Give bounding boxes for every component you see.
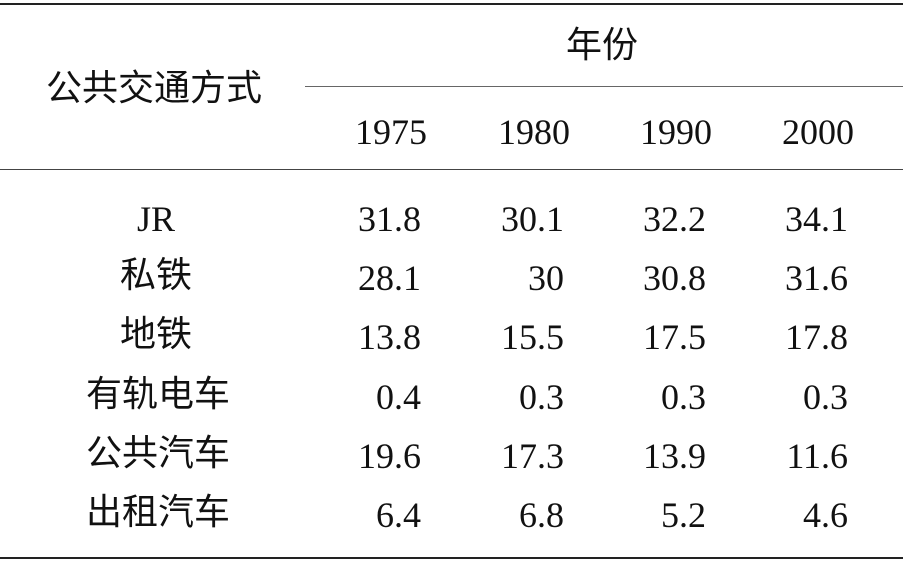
table-cell: 13.9	[643, 436, 706, 476]
table-cell: 13.8	[358, 317, 421, 357]
table-cell: 17.3	[501, 436, 564, 476]
table-cell: 6.8	[519, 495, 564, 535]
header-sub-rule	[305, 86, 903, 87]
table-cell: 31.6	[785, 258, 848, 298]
table-cell: 31.8	[358, 199, 421, 239]
row-label: JR	[136, 199, 176, 239]
table-cell: 0.3	[519, 377, 564, 417]
year-header: 1975	[355, 112, 427, 152]
row-label: 公共汽车	[86, 433, 231, 474]
table-cell: 0.3	[803, 377, 848, 417]
table-cell: 0.3	[661, 377, 706, 417]
table-cell: 32.2	[643, 199, 706, 239]
table-cell: 17.5	[643, 317, 706, 357]
top-rule	[0, 3, 903, 5]
table-cell: 11.6	[786, 436, 848, 476]
year-header: 2000	[782, 112, 854, 152]
table-cell: 17.8	[785, 317, 848, 357]
table-cell: 30.8	[643, 258, 706, 298]
table-cell: 30.1	[501, 199, 564, 239]
header-rule	[0, 169, 903, 170]
row-label: 地铁	[119, 314, 192, 355]
table-cell: 5.2	[661, 495, 706, 535]
row-label: 出租汽车	[86, 492, 231, 533]
row-header: 公共交通方式	[46, 68, 263, 109]
table-cell: 34.1	[785, 199, 848, 239]
bottom-rule	[0, 557, 903, 559]
row-label: 有轨电车	[86, 374, 231, 415]
table-cell: 28.1	[358, 258, 421, 298]
group-header: 年份	[566, 25, 639, 66]
year-header: 1980	[498, 112, 570, 152]
table-cell: 6.4	[376, 495, 421, 535]
table-cell: 15.5	[501, 317, 564, 357]
row-label: 私铁	[119, 255, 192, 296]
table-cell: 4.6	[803, 495, 848, 535]
table-cell: 0.4	[376, 377, 421, 417]
table-cell: 19.6	[358, 436, 421, 476]
table-cell: 30	[528, 258, 564, 298]
year-header: 1990	[640, 112, 712, 152]
